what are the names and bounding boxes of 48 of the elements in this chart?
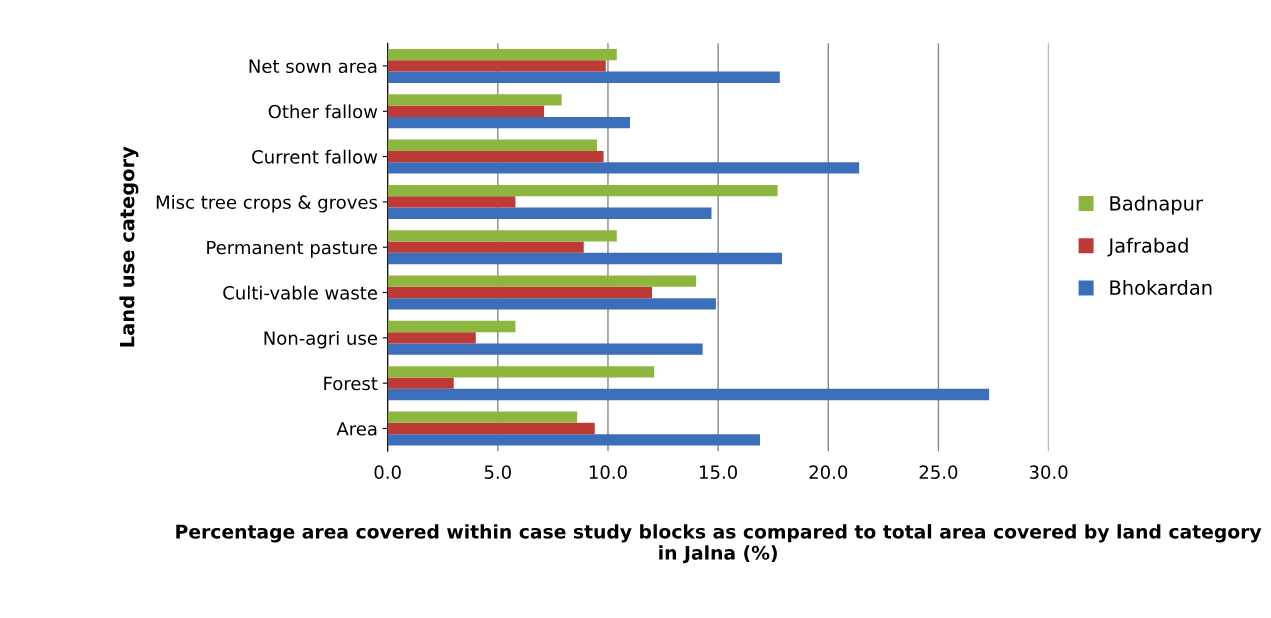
legend-label: Badnapur <box>1110 195 1203 215</box>
bar <box>387 71 780 83</box>
y-tick-label: Non-agri use <box>264 330 377 349</box>
bar <box>387 196 516 208</box>
bar <box>387 422 595 435</box>
bar <box>387 252 782 265</box>
bar <box>387 139 597 151</box>
bar <box>387 320 516 333</box>
bar <box>387 275 697 287</box>
y-tick-label: Permanent pasture <box>207 240 377 258</box>
bar <box>387 150 604 163</box>
y-tick-label: Other fallow <box>268 104 378 119</box>
y-tick-label: Culti-vable waste <box>223 285 377 300</box>
legend-label: Jafrabad <box>1107 237 1188 257</box>
bar <box>387 434 760 446</box>
x-tick-label: 15.0 <box>700 465 738 480</box>
bar <box>387 94 562 106</box>
bar <box>387 377 454 389</box>
x-tick-label: 30.0 <box>1029 465 1068 480</box>
bar <box>387 48 617 61</box>
bar <box>387 184 778 197</box>
x-tick-label: 5.0 <box>484 465 511 480</box>
bar <box>387 286 653 299</box>
bar <box>387 116 630 129</box>
y-tick-label: Misc tree crops & groves <box>156 195 378 213</box>
x-tick-label: 20.0 <box>809 465 848 480</box>
x-tick-label: 10.0 <box>589 465 627 480</box>
bar <box>387 60 606 72</box>
bar <box>387 162 860 174</box>
legend-label: Bhokardan <box>1110 279 1212 295</box>
bar <box>387 343 703 355</box>
bar <box>387 241 584 253</box>
x-tick-label: 0.0 <box>374 465 401 480</box>
y-axis-title: Land use category <box>119 146 139 347</box>
y-tick-label: Area <box>336 422 377 436</box>
bar <box>387 230 617 242</box>
x-axis-title: Percentage area covered within case study blocks as compared to total area covered by land category in Jalna (%) <box>176 524 1262 564</box>
bar <box>387 332 476 344</box>
y-tick-label: Current fallow <box>252 149 378 164</box>
x-tick-label: 25.0 <box>919 465 958 480</box>
y-tick-label: Forest <box>324 376 378 391</box>
bar <box>387 298 716 310</box>
bar <box>387 411 578 423</box>
bar <box>387 388 990 401</box>
bar <box>387 366 655 378</box>
bar <box>387 105 545 117</box>
bar <box>387 207 712 219</box>
y-tick-label: Net sown area <box>249 59 377 74</box>
